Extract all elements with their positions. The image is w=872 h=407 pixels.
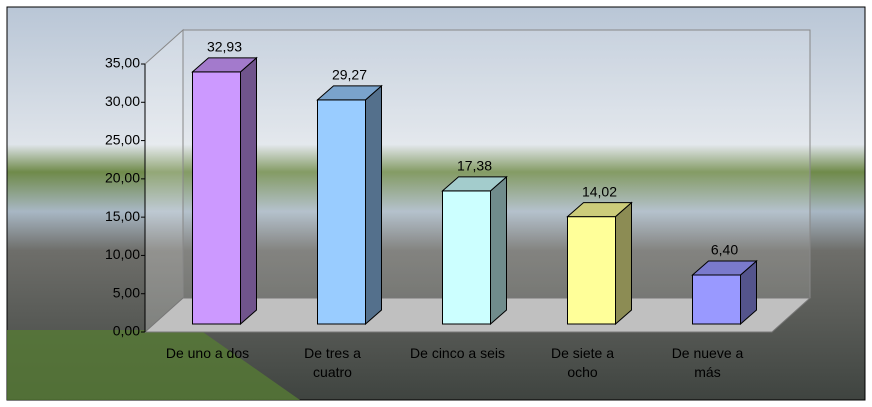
y-tick-label: 30,00 bbox=[105, 93, 140, 109]
bar-top bbox=[316, 85, 383, 101]
bar-top bbox=[691, 260, 758, 276]
bar-front bbox=[192, 71, 241, 325]
value-label: 6,40 bbox=[711, 242, 738, 258]
grass bbox=[7, 330, 300, 400]
x-tick-label: De cinco a seis bbox=[410, 345, 505, 361]
bar-top bbox=[191, 57, 258, 73]
side-wall bbox=[144, 28, 184, 334]
value-label: 17,38 bbox=[457, 158, 492, 174]
bar-side bbox=[615, 201, 632, 326]
y-tick-label: 20,00 bbox=[105, 170, 140, 186]
value-label: 29,27 bbox=[332, 67, 367, 83]
bar-side bbox=[365, 84, 382, 326]
y-tick-label: 15,00 bbox=[105, 208, 140, 224]
bar-front bbox=[567, 216, 616, 325]
x-tick-label: De tres a cuatro bbox=[304, 345, 361, 380]
x-tick-label: De nueve a más bbox=[671, 345, 744, 380]
y-tick-label: 0,00 bbox=[113, 323, 140, 339]
x-tick-label: De uno a dos bbox=[165, 345, 250, 361]
y-tick-label: 10,00 bbox=[105, 246, 140, 262]
bar-side bbox=[240, 56, 257, 326]
y-tick-label: 35,00 bbox=[105, 55, 140, 71]
x-tick-label: De siete a ocho bbox=[550, 345, 615, 380]
bar-top bbox=[566, 202, 633, 218]
bar-front bbox=[692, 274, 741, 325]
y-tick-label: 25,00 bbox=[105, 131, 140, 147]
y-tick-label: 5,00 bbox=[113, 284, 140, 300]
bar-top bbox=[441, 176, 508, 192]
value-label: 32,93 bbox=[207, 39, 242, 55]
bar-side bbox=[490, 175, 507, 326]
bar-front bbox=[317, 99, 366, 325]
value-label: 14,02 bbox=[582, 183, 617, 199]
bar-front bbox=[442, 190, 491, 325]
